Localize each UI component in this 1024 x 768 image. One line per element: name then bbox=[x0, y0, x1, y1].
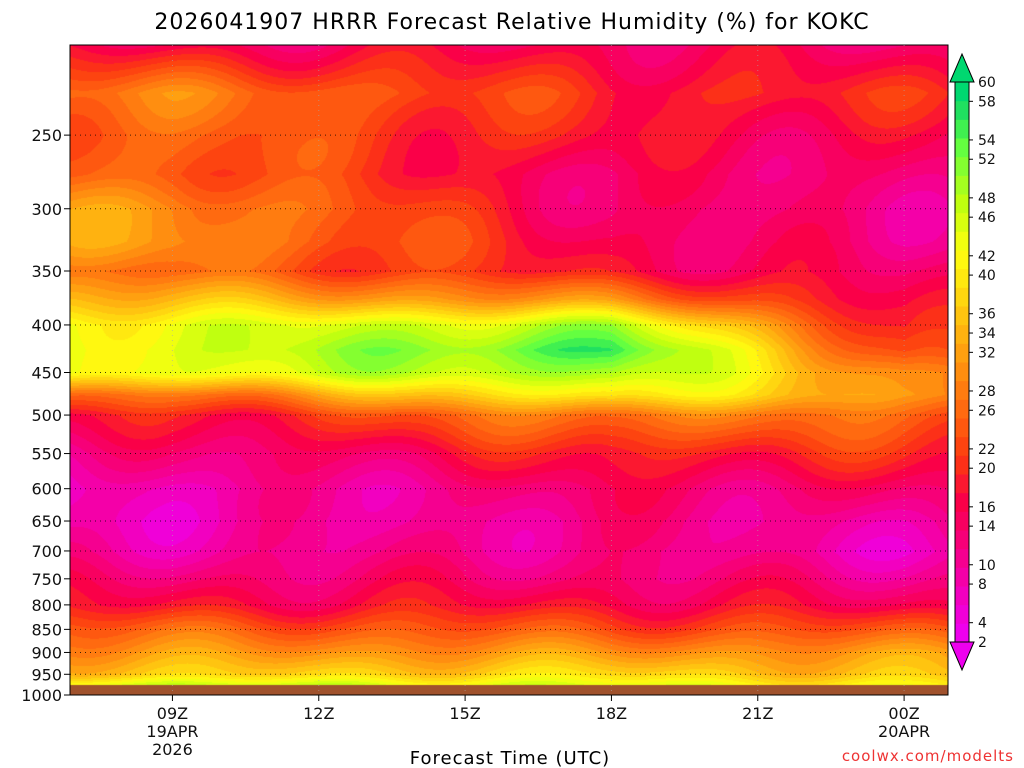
y-tick-label: 250 bbox=[31, 126, 62, 145]
colorbar-tick-label: 32 bbox=[978, 345, 996, 361]
colorbar-swatch bbox=[955, 287, 969, 307]
x-axis-label: Forecast Time (UTC) bbox=[410, 748, 610, 768]
colorbar-swatch bbox=[955, 530, 969, 550]
colorbar-swatch bbox=[955, 436, 969, 456]
colorbar-tick-label: 26 bbox=[978, 403, 996, 419]
colorbar-swatch bbox=[955, 548, 969, 568]
rh-field-image bbox=[70, 45, 948, 695]
colorbar-swatch bbox=[955, 492, 969, 512]
colorbar-tick-label: 42 bbox=[978, 249, 996, 265]
y-tick-label: 550 bbox=[31, 445, 62, 464]
colorbar-tick-label: 52 bbox=[978, 152, 996, 168]
colorbar-swatch bbox=[955, 100, 969, 120]
colorbar-tick-label: 46 bbox=[978, 210, 996, 226]
colorbar-swatch bbox=[955, 268, 969, 288]
colorbar-swatch bbox=[955, 604, 969, 624]
colorbar-tick-label: 22 bbox=[978, 442, 996, 458]
colorbar-tick-label: 60 bbox=[978, 75, 996, 91]
colorbar-swatch bbox=[955, 324, 969, 344]
y-tick-label: 600 bbox=[31, 480, 62, 499]
colorbar-tick-label: 36 bbox=[978, 307, 996, 323]
colorbar-swatch bbox=[955, 567, 969, 587]
x-tick-label: 09Z bbox=[157, 704, 188, 723]
colorbar-swatch bbox=[955, 399, 969, 419]
colorbar-swatch bbox=[955, 362, 969, 382]
colorbar-tick-label: 10 bbox=[978, 558, 996, 574]
grid-lines bbox=[70, 45, 948, 695]
colorbar-swatch bbox=[955, 119, 969, 139]
colorbar-swatch bbox=[955, 474, 969, 494]
colorbar-tick-label: 2 bbox=[978, 635, 987, 651]
y-axis: 250 300 350 400 450 500 550 600 650 700 750 800 850 9… bbox=[21, 126, 70, 705]
colorbar-tick-label: 8 bbox=[978, 577, 987, 593]
y-tick-label: 400 bbox=[31, 316, 62, 335]
y-tick-label: 350 bbox=[31, 262, 62, 281]
x-tick-label: 2026 bbox=[152, 740, 193, 759]
y-tick-label: 950 bbox=[31, 665, 62, 684]
x-tick-label: 12Z bbox=[303, 704, 334, 723]
x-tick-label: 19APR bbox=[146, 722, 198, 741]
plot-area bbox=[69, 44, 949, 696]
credit-text: coolwx.com/modelts bbox=[842, 747, 1014, 765]
y-tick-label: 500 bbox=[31, 406, 62, 425]
colorbar-swatch bbox=[955, 380, 969, 400]
colorbar-tick-label: 58 bbox=[978, 94, 996, 110]
colorbar-swatch bbox=[955, 212, 969, 232]
colorbar-arrow-bottom bbox=[949, 641, 975, 672]
colorbar-swatch bbox=[955, 418, 969, 438]
y-tick-label: 750 bbox=[31, 570, 62, 589]
colorbar-swatch bbox=[955, 250, 969, 270]
x-tick-label: 15Z bbox=[449, 704, 480, 723]
x-tick-label: 20APR bbox=[878, 722, 930, 741]
plot-frame bbox=[69, 44, 949, 696]
y-tick-label: 900 bbox=[31, 643, 62, 662]
colorbar-swatch bbox=[955, 455, 969, 475]
colorbar-swatch bbox=[955, 194, 969, 214]
colorbar-swatch bbox=[955, 586, 969, 606]
y-tick-label: 650 bbox=[31, 512, 62, 531]
colorbar-tick-label: 40 bbox=[978, 268, 996, 284]
colorbar-arrow-top bbox=[949, 52, 975, 83]
colorbar-tick-label: 14 bbox=[978, 519, 996, 535]
y-tick-label: 850 bbox=[31, 620, 62, 639]
colorbar-tick-label: 20 bbox=[978, 461, 996, 477]
colorbar-tick-label: 34 bbox=[978, 326, 996, 342]
colorbar-tick-label: 54 bbox=[978, 133, 996, 149]
colorbar-swatch bbox=[955, 175, 969, 195]
chart-title: 2026041907 HRRR Forecast Relative Humidi… bbox=[154, 10, 869, 35]
y-tick-label: 700 bbox=[31, 542, 62, 561]
colorbar-tick-label: 28 bbox=[978, 384, 996, 400]
colorbar-swatch bbox=[955, 343, 969, 363]
x-tick-label: 00Z bbox=[888, 704, 919, 723]
colorbar-swatch bbox=[955, 138, 969, 158]
colorbar-tick-label: 4 bbox=[978, 616, 987, 632]
y-tick-label: 450 bbox=[31, 364, 62, 383]
colorbar-tick-label: 48 bbox=[978, 191, 996, 207]
x-tick-label: 18Z bbox=[596, 704, 627, 723]
y-tick-label: 800 bbox=[31, 596, 62, 615]
colorbar-swatch bbox=[955, 231, 969, 251]
colorbar-swatch bbox=[955, 511, 969, 531]
colorbar-tick-label: 16 bbox=[978, 500, 996, 516]
colorbar-swatch bbox=[955, 306, 969, 326]
y-tick-label: 1000 bbox=[21, 686, 62, 705]
x-tick-label: 21Z bbox=[742, 704, 773, 723]
colorbar-swatch bbox=[955, 82, 969, 102]
colorbar-swatch bbox=[955, 156, 969, 176]
colorbar-frame bbox=[954, 81, 970, 643]
colorbar-swatch bbox=[955, 623, 969, 643]
y-tick-label: 300 bbox=[31, 200, 62, 219]
